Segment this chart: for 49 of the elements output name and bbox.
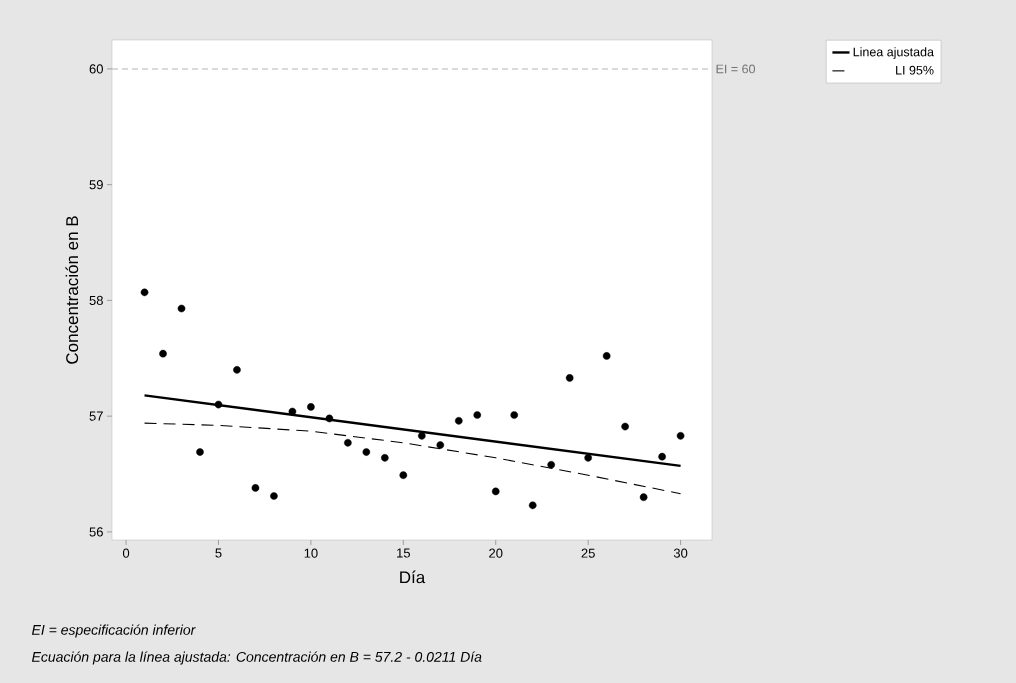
point [639, 493, 648, 501]
line-series [143, 422, 682, 495]
y-tick-label: 57 [89, 411, 103, 421]
text: Ecuación para la línea ajustada: Concentración en B = 57.2 - 0.0211 Día [31, 651, 482, 665]
x-tick-label: 25 [581, 548, 595, 558]
point [399, 471, 408, 479]
point [177, 304, 186, 313]
x-tick-label: 10 [304, 548, 318, 558]
point [473, 411, 482, 419]
point [510, 411, 519, 419]
point [454, 416, 463, 425]
point [565, 374, 574, 382]
ref-line-label: EI = 60 [716, 64, 756, 74]
x-tick-label: 30 [673, 548, 688, 558]
point [251, 484, 260, 492]
y-tick-label: 59 [89, 180, 103, 190]
point [621, 422, 629, 431]
point [325, 414, 334, 423]
point [418, 432, 426, 440]
y-tick-label: 56 [89, 527, 103, 537]
point [658, 452, 666, 461]
legend-label: Linea ajustada [853, 47, 934, 59]
x-tick-label: 15 [397, 548, 410, 558]
point [344, 438, 352, 447]
x-tick-label: 5 [215, 548, 222, 558]
point [159, 349, 167, 358]
y-tick-label: 60 [89, 64, 103, 74]
point [214, 400, 223, 409]
y-axis-title: Concentración en B [65, 216, 79, 364]
x-tick-label: 20 [489, 548, 503, 558]
point [270, 492, 278, 500]
point [436, 441, 445, 449]
y-tick-label: 58 [89, 295, 103, 306]
text: LI 95% [896, 65, 934, 75]
point [362, 448, 371, 456]
point [381, 454, 389, 462]
point [307, 403, 315, 411]
x-tick-label: 0 [122, 548, 130, 558]
text: EI = especificación inferior [31, 624, 196, 638]
point [528, 501, 537, 510]
x-axis-title: Día [400, 570, 426, 584]
point [140, 288, 149, 297]
point [547, 460, 555, 469]
point [602, 352, 611, 360]
point [196, 448, 204, 456]
point [491, 487, 500, 496]
point [676, 432, 685, 440]
point [584, 454, 592, 462]
point [233, 366, 241, 374]
